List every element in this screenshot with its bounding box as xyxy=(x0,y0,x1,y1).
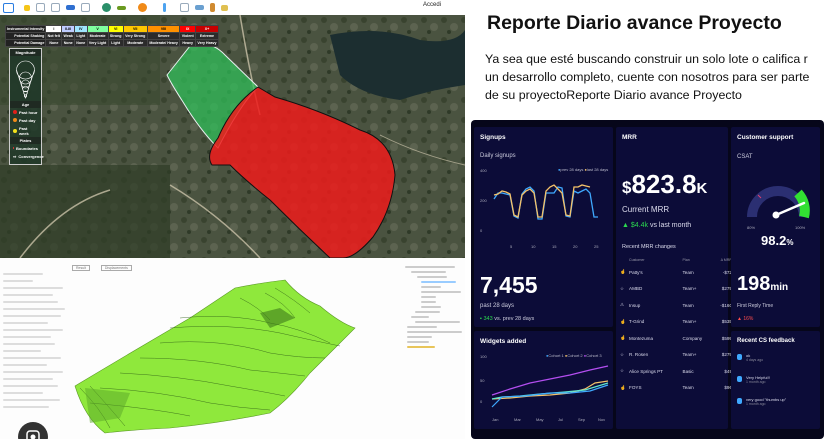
table-row[interactable]: ⚠ Insup Team -$160 xyxy=(620,297,732,314)
signups-card: Signups Daily signups ●prev 28 days ●las… xyxy=(474,127,613,327)
dashboard: Signups Daily signups ●prev 28 days ●las… xyxy=(471,120,824,439)
signups-total: 7,455 xyxy=(480,272,538,298)
window-icon[interactable] xyxy=(3,2,14,13)
chat-icon xyxy=(737,354,742,360)
star-icon: ☆ xyxy=(620,368,625,374)
map-legend: Magnitude Age Past hour Past day Past we… xyxy=(9,48,44,165)
draw-icon[interactable] xyxy=(66,5,75,10)
legend-age-past-week: Past week xyxy=(10,124,41,137)
thumbs-icon: ☝ xyxy=(620,269,626,275)
table-row[interactable]: ☝ FOYS Team $96 xyxy=(620,380,732,397)
csat-value: 98.2% xyxy=(761,233,794,248)
globe-icon[interactable] xyxy=(102,3,111,12)
mrr-label: Current MRR xyxy=(622,205,670,214)
info-icon[interactable] xyxy=(163,3,166,12)
mrr-changes-title: Recent MRR changes xyxy=(622,244,676,250)
edit-icon[interactable] xyxy=(36,3,45,12)
cursor-icon[interactable] xyxy=(24,4,30,11)
camera-lens-icon xyxy=(26,430,40,439)
signups-line-chart xyxy=(493,184,598,220)
legend-age-title: Age xyxy=(10,101,41,108)
satellite-imagery xyxy=(0,15,465,258)
print-icon[interactable] xyxy=(180,3,189,12)
widgets-legend: ●Cohort 1 ●Cohort 2 ●Cohort 3 xyxy=(546,353,602,358)
signups-legend: ●prev 28 days ●last 28 days xyxy=(558,167,609,172)
tab-result[interactable]: Result xyxy=(72,265,90,271)
table-row[interactable]: ☆ Alice Springs PT Basic $49 xyxy=(620,363,732,380)
weather-icon[interactable] xyxy=(138,3,147,12)
tab-displacements[interactable]: Displacements xyxy=(100,265,132,271)
table-row[interactable]: ☝ Patty's Team -$72 xyxy=(620,264,732,281)
properties-panel xyxy=(0,268,70,428)
thumbs-icon: ☝ xyxy=(620,335,626,341)
arrow-icon: ⇨ xyxy=(13,153,17,159)
layers-icon[interactable] xyxy=(81,3,90,12)
lens-search-button[interactable] xyxy=(18,422,48,439)
reply-time-value: 198min xyxy=(737,273,789,295)
legend-age-past-day: Past day xyxy=(10,116,41,124)
feedback-item[interactable]: Very Helpful!! 1 month ago xyxy=(737,375,770,384)
star-icon: ☆ xyxy=(620,351,625,357)
signups-subtitle: Daily signups xyxy=(480,153,516,159)
scale-row-damage: Potential Damage None None None Very Lig… xyxy=(4,39,220,47)
cs-feedback-card: Recent CS feedback ok 4 days ago Very Hel… xyxy=(731,331,820,429)
legend-plates-convergence: ⇨ Convergence xyxy=(13,153,44,159)
scale-row-intensity: Instrumental Intensity I II-III IV V VI … xyxy=(4,25,220,33)
reply-time-delta: ▲ 16% xyxy=(737,316,754,322)
thumbs-icon: ☝ xyxy=(620,318,626,324)
description-paragraph: Ya sea que esté buscando construir un so… xyxy=(485,52,810,102)
login-link[interactable]: Accedi xyxy=(422,2,441,8)
intensity-scale-table: Instrumental Intensity I II-III IV V VI … xyxy=(4,25,220,47)
terrain-icon[interactable] xyxy=(117,5,126,10)
reply-time-label: First Reply Time xyxy=(737,303,774,309)
terrain-3d-viewer[interactable]: Result Displacements xyxy=(0,258,465,439)
legend-magnitude-title: Magnitude xyxy=(10,49,41,56)
viewer-tabs: Result Displacements xyxy=(72,265,132,271)
share-icon[interactable] xyxy=(195,5,204,10)
magnitude-circles-icon xyxy=(16,60,35,99)
page-title: Reporte Diario avance Proyecto xyxy=(487,12,782,34)
photo-icon[interactable] xyxy=(221,4,228,11)
measure-icon[interactable] xyxy=(51,3,60,12)
feedback-item[interactable]: ok 4 days ago xyxy=(737,353,763,362)
person-icon[interactable] xyxy=(210,3,215,12)
terrain-surface xyxy=(74,279,356,434)
widgets-line-chart xyxy=(491,365,609,408)
table-row[interactable]: ☆ AMBD Team+ $279 xyxy=(620,281,732,298)
map-toolbar: Accedi xyxy=(0,0,465,15)
warning-icon: ⚠ xyxy=(620,302,625,308)
table-row[interactable]: ☝ Montezuma Company $599 xyxy=(620,330,732,347)
chat-icon xyxy=(737,398,742,404)
table-row[interactable]: ☝ T-Grind Team+ $535 xyxy=(620,314,732,331)
customer-support-card: Customer support CSAT 80% 100% 98.2% 198… xyxy=(731,127,820,327)
earthquake-map-panel[interactable]: Accedi Instrument xyxy=(0,0,465,258)
mrr-value: $823.8K xyxy=(622,169,708,199)
legend-age-past-hour: Past hour xyxy=(10,108,41,116)
scale-row-shaking: Potential Shaking Not felt Weak Light Mo… xyxy=(4,32,220,40)
legend-plates-title: Plates xyxy=(10,137,41,144)
legend-plates-boundaries: Boundaries xyxy=(13,145,38,151)
mrr-changes-table: Customer Plan Δ MRR ☝ Patty's Team -$72 ☆ AMBD… xyxy=(620,255,732,396)
star-icon: ☆ xyxy=(620,285,625,291)
feedback-item[interactable]: very good "thumbs up" 1 month ago xyxy=(737,397,786,406)
mrr-delta: ▲ $4.4k vs last month xyxy=(622,222,692,229)
mrr-card: MRR $823.8K Current MRR ▲ $4.4k vs last … xyxy=(616,127,732,429)
signups-period: past 28 days xyxy=(480,303,515,309)
model-tree-panel xyxy=(405,263,463,348)
chat-icon xyxy=(737,376,742,382)
widgets-card: Widgets added ●Cohort 1 ●Cohort 2 ●Cohor… xyxy=(474,331,613,429)
table-row[interactable]: ☆ R. Rosen Team+ $279 xyxy=(620,347,732,364)
csat-label: CSAT xyxy=(737,154,753,160)
csat-gauge xyxy=(747,186,810,219)
thumbs-icon: ☝ xyxy=(620,384,626,390)
signups-delta: ▪ 343 vs. prev 28 days xyxy=(480,316,535,322)
